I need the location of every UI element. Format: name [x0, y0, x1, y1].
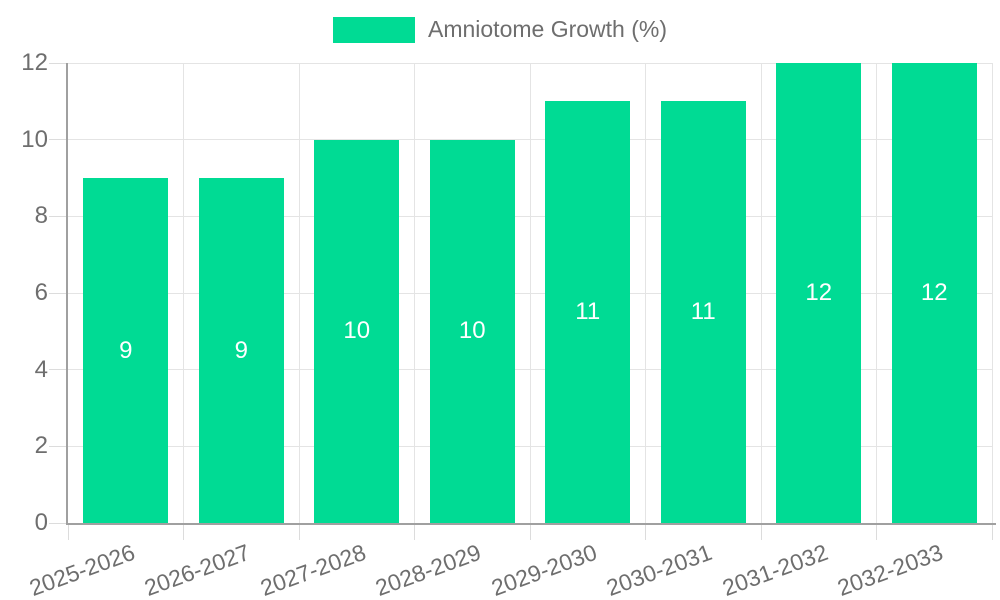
- x-axis-category-label: 2027-2028: [256, 538, 369, 600]
- y-axis-tick-label: 4: [34, 355, 48, 383]
- y-axis-tick-label: 2: [34, 432, 48, 460]
- x-axis-tick: [991, 523, 993, 540]
- y-axis-tick: [49, 62, 68, 64]
- bar-value-label: 11: [575, 298, 601, 326]
- y-axis-tick: [49, 215, 68, 217]
- x-axis-tick: [67, 523, 69, 540]
- x-gridline: [414, 63, 415, 523]
- x-gridline: [529, 63, 531, 523]
- x-axis-category-label: 2028-2029: [372, 538, 485, 600]
- bar-value-label: 12: [805, 279, 833, 306]
- x-axis-tick: [876, 523, 877, 540]
- y-axis-tick-label: 12: [21, 49, 48, 76]
- x-axis-category-label: 2029-2030: [487, 538, 600, 600]
- bar-value-label: 9: [119, 336, 133, 364]
- x-axis-tick: [760, 523, 762, 540]
- legend-color-swatch: [332, 16, 415, 43]
- bar-2030-2031[interactable]: [660, 101, 746, 523]
- x-axis-category-label: 2032-2033: [834, 538, 947, 600]
- y-axis-line: [66, 63, 68, 525]
- y-axis-tick: [49, 445, 68, 447]
- bar-2026-2027[interactable]: [198, 178, 284, 523]
- y-axis-tick: [49, 369, 68, 371]
- y-axis-tick-label: 6: [34, 279, 48, 306]
- bar-value-label: 11: [690, 298, 716, 326]
- x-axis-category-label: 2025-2026: [25, 538, 138, 600]
- x-axis-category-label: 2031-2032: [718, 538, 831, 600]
- bar-value-label: 10: [458, 317, 486, 345]
- x-axis-tick: [414, 523, 415, 540]
- bar-value-label: 9: [234, 336, 248, 364]
- x-axis-line: [66, 523, 996, 525]
- x-axis-tick: [298, 523, 300, 540]
- x-gridline: [183, 63, 184, 523]
- x-axis-tick: [529, 523, 531, 540]
- x-axis-tick: [183, 523, 184, 540]
- x-gridline: [645, 63, 646, 523]
- bar-2031-2032[interactable]: [776, 63, 862, 523]
- legend-label: Amniotome Growth (%): [427, 16, 667, 42]
- bar-2025-2026[interactable]: [83, 178, 169, 523]
- x-gridline: [876, 63, 877, 523]
- x-gridline: [298, 63, 300, 523]
- x-axis-category-label: 2030-2031: [603, 538, 716, 600]
- x-gridline: [991, 63, 993, 523]
- bar-2027-2028[interactable]: [314, 139, 400, 523]
- y-axis-tick: [49, 292, 68, 294]
- x-axis-category-label: 2026-2027: [141, 538, 254, 600]
- bar-2028-2029[interactable]: [429, 139, 515, 523]
- bar-2029-2030[interactable]: [545, 101, 631, 523]
- x-gridline: [760, 63, 762, 523]
- bar-value-label: 10: [343, 317, 371, 345]
- legend-item-amniotome-growth[interactable]: Amniotome Growth (%): [332, 16, 667, 43]
- bar-2032-2033[interactable]: [891, 63, 977, 523]
- x-axis-tick: [645, 523, 646, 540]
- y-axis-tick: [49, 522, 68, 524]
- bar-value-label: 12: [920, 279, 948, 306]
- y-axis-tick-label: 0: [34, 509, 48, 536]
- y-axis-tick: [49, 139, 68, 141]
- chart-legend: Amniotome Growth (%): [0, 16, 1000, 43]
- y-axis-tick-label: 8: [34, 202, 48, 230]
- y-axis-tick-label: 10: [21, 125, 48, 153]
